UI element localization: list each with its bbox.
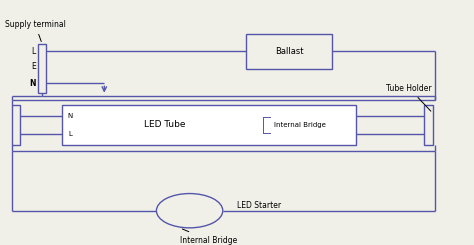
Text: Tube Holder: Tube Holder [386, 84, 432, 111]
Text: N: N [29, 79, 36, 88]
Text: E: E [31, 62, 36, 71]
Text: Internal Bridge: Internal Bridge [274, 122, 326, 128]
Text: N: N [67, 113, 73, 119]
Text: Supply terminal: Supply terminal [5, 20, 65, 41]
Bar [246, 34, 332, 69]
Text: Internal Bridge: Internal Bridge [180, 229, 237, 245]
Bar [62, 105, 356, 145]
Text: L: L [31, 47, 36, 56]
Bar [38, 44, 46, 93]
Text: LED Tube: LED Tube [144, 121, 185, 129]
Text: L: L [68, 131, 72, 136]
Text: Ballast: Ballast [275, 47, 303, 56]
Bar [12, 105, 20, 145]
Bar [424, 105, 433, 145]
Text: LED Starter: LED Starter [237, 201, 281, 210]
